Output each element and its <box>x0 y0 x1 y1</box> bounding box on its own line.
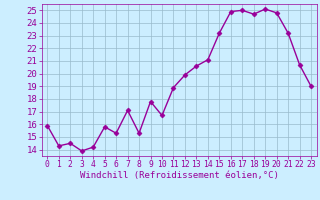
X-axis label: Windchill (Refroidissement éolien,°C): Windchill (Refroidissement éolien,°C) <box>80 171 279 180</box>
